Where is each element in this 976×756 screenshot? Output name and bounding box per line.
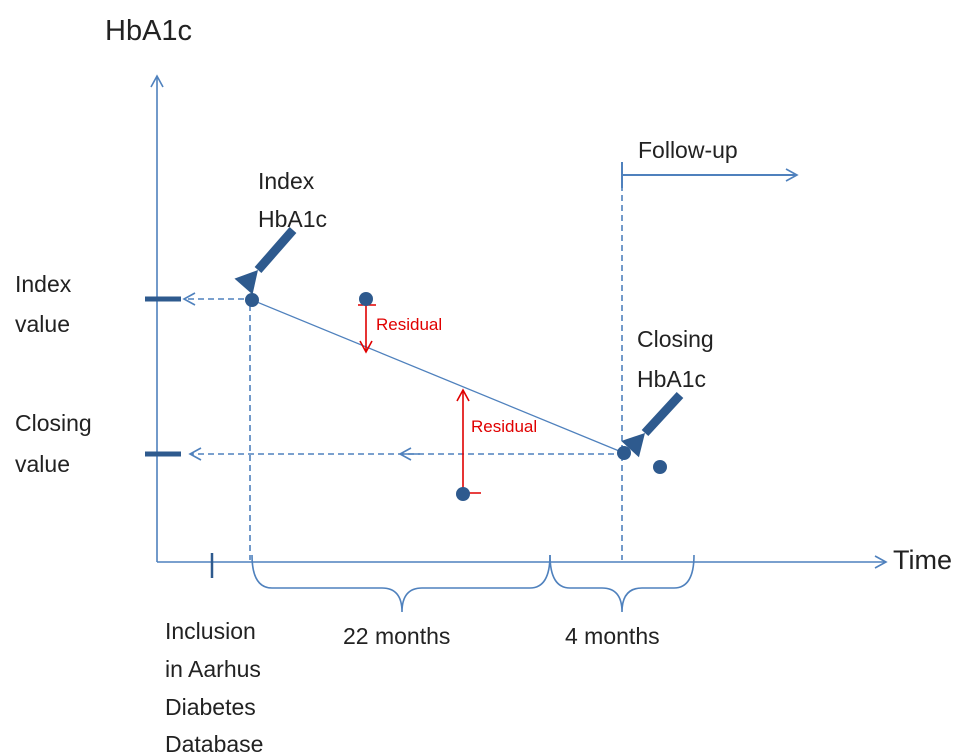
point: [653, 460, 667, 474]
label: value: [15, 451, 70, 477]
y-axis-label: HbA1c: [105, 15, 192, 47]
callout-arrow: [621, 391, 684, 458]
regression-line: [251, 299, 625, 454]
period-label: 4 months: [565, 623, 660, 649]
label: value: [15, 311, 70, 337]
brace: [549, 554, 695, 613]
label: in Aarhus: [165, 656, 261, 682]
label: Inclusion: [165, 618, 256, 644]
label: Diabetes: [165, 694, 256, 720]
label: Follow-up: [638, 137, 738, 163]
point: [359, 292, 373, 306]
callout-arrow: [234, 227, 297, 295]
label: Closing: [637, 326, 714, 352]
residual-label: Residual: [376, 315, 442, 334]
x-axis-label: Time: [893, 545, 952, 575]
label: Database: [165, 731, 263, 756]
label: Index: [258, 168, 315, 194]
point: [617, 446, 631, 460]
brace: [251, 554, 551, 613]
residual-label: Residual: [471, 417, 537, 436]
points: [245, 292, 667, 501]
label: Closing: [15, 410, 92, 436]
point: [456, 487, 470, 501]
shapes: [145, 74, 888, 613]
label: HbA1c: [258, 206, 327, 232]
label: HbA1c: [637, 366, 706, 392]
point: [245, 293, 259, 307]
period-label: 22 months: [343, 623, 450, 649]
label: Index: [15, 271, 72, 297]
